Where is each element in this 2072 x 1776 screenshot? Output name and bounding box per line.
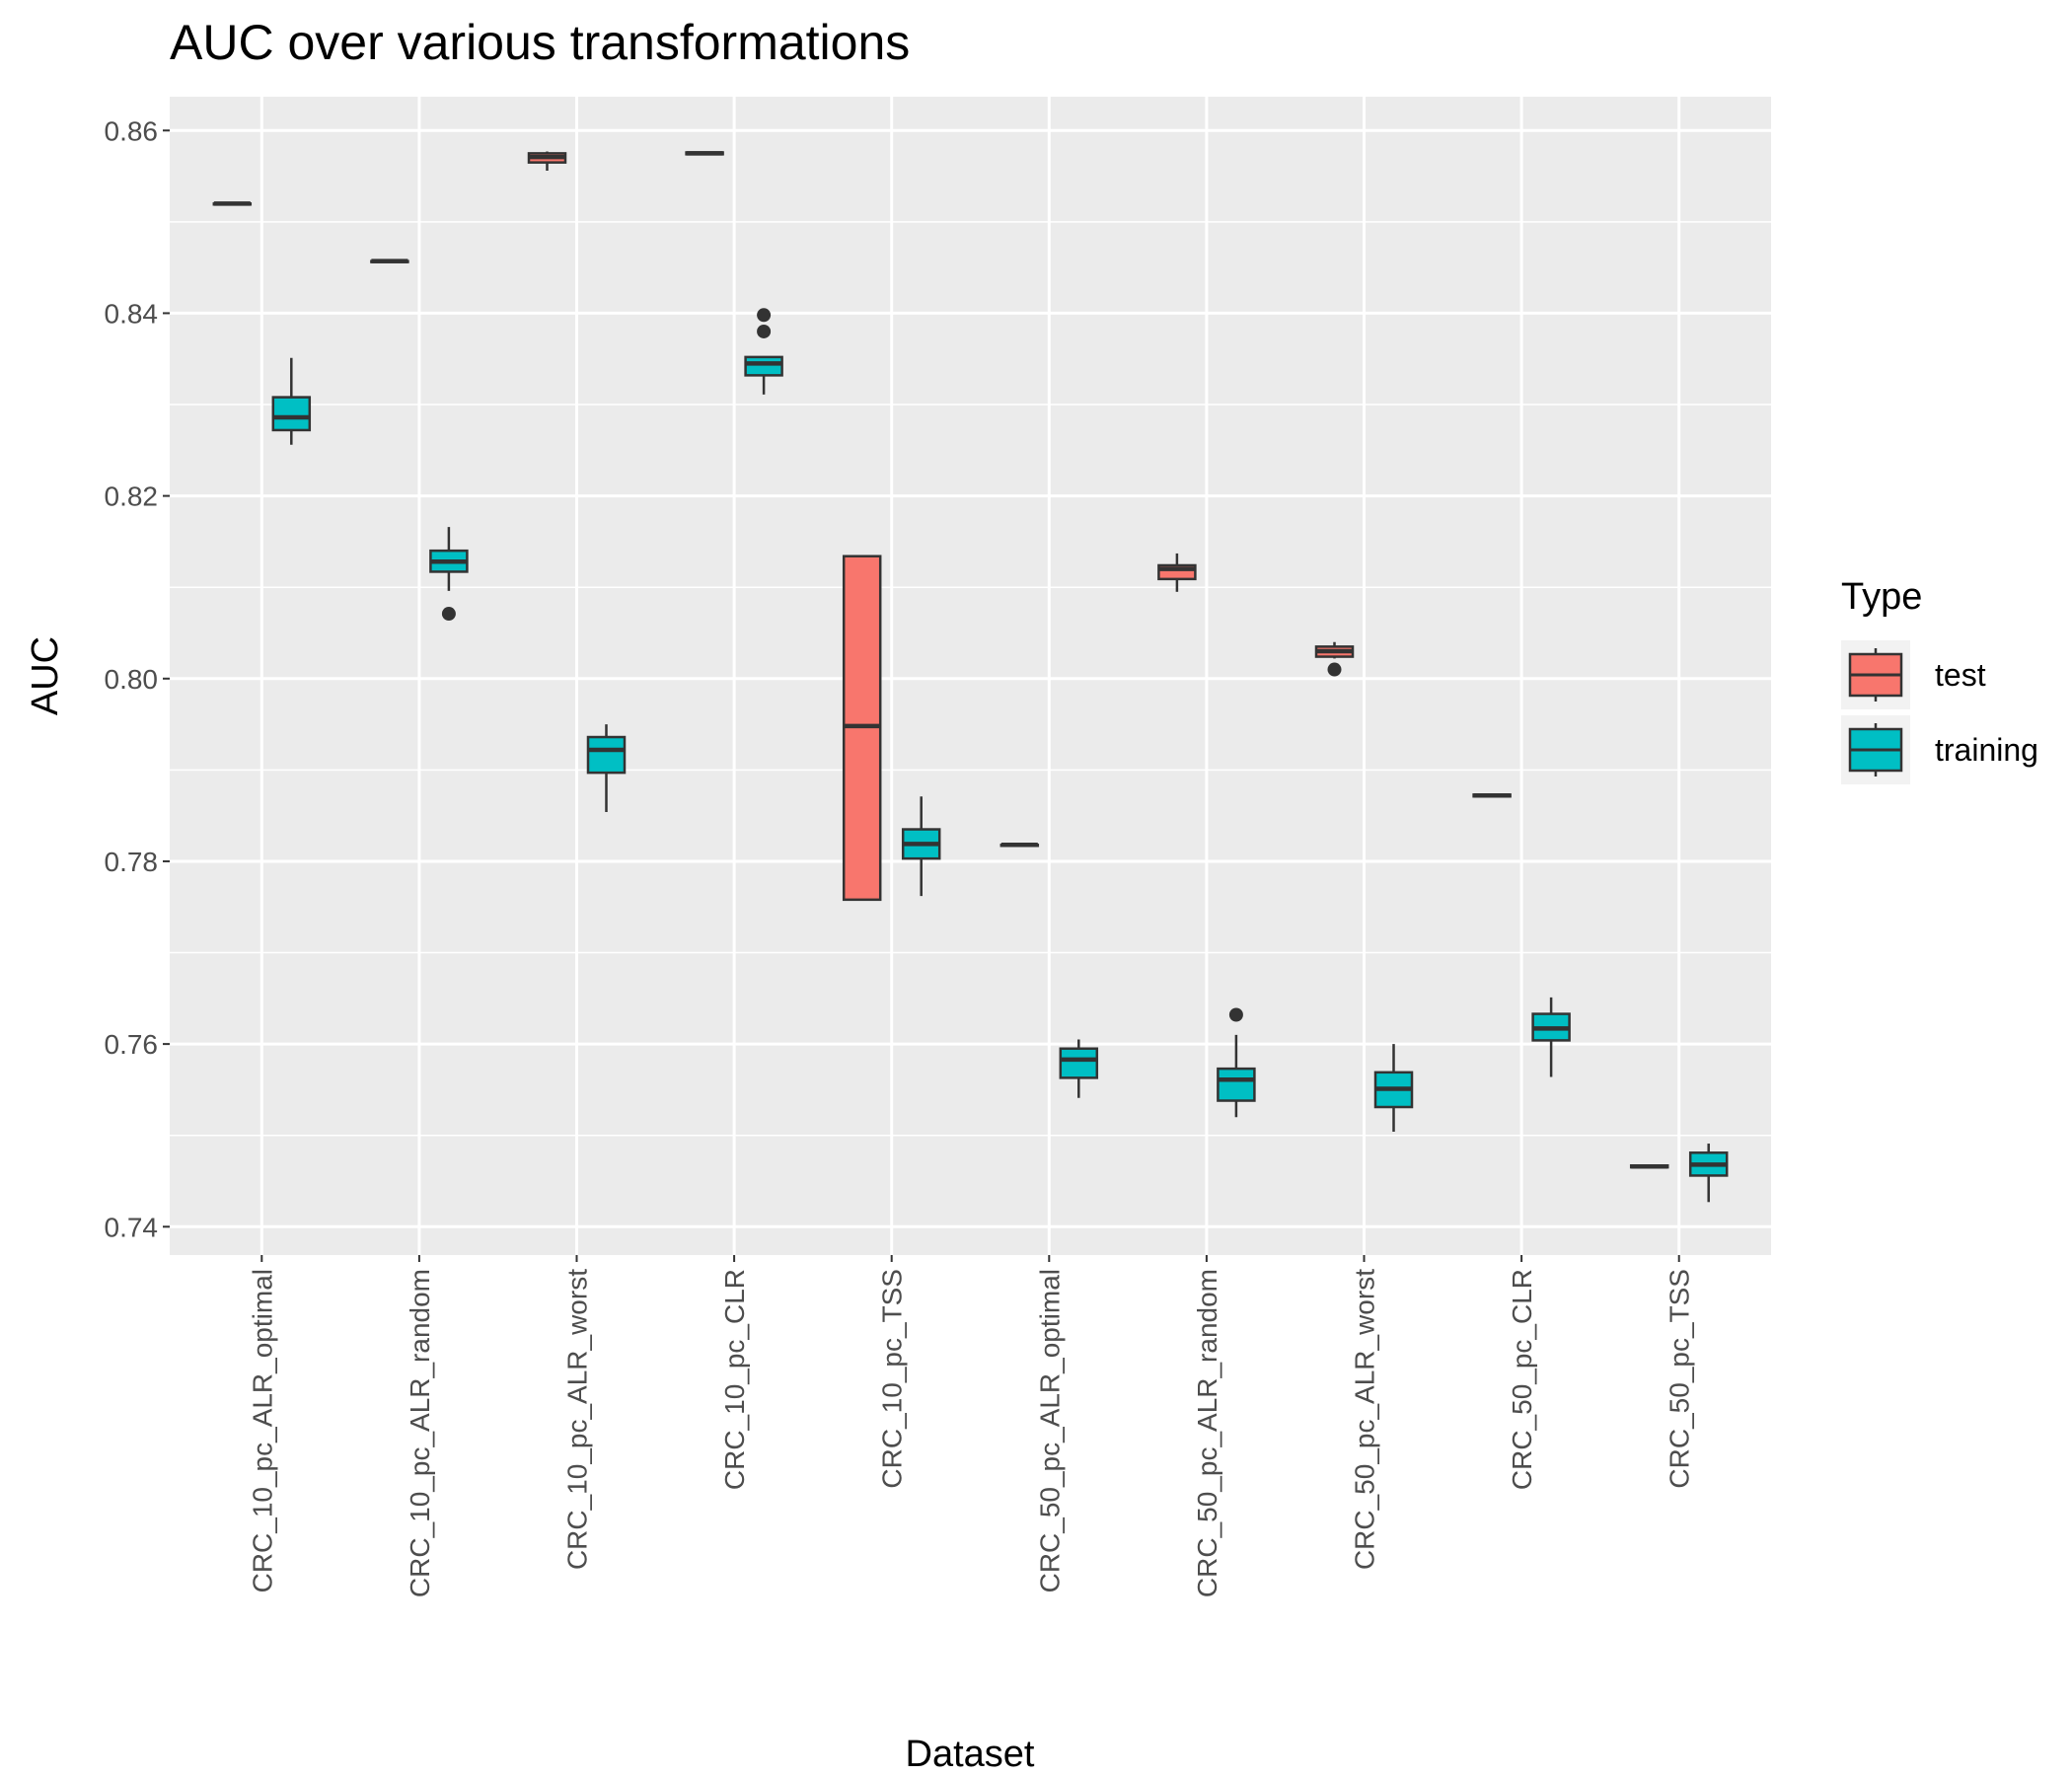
- x-axis-title: Dataset: [906, 1734, 1035, 1775]
- x-tick-label: CRC_10_pc_ALR_optimal: [247, 1269, 277, 1592]
- chart-title: AUC over various transformations: [170, 15, 910, 70]
- outlier: [441, 607, 456, 622]
- outlier: [1228, 1007, 1243, 1022]
- x-tick-label: CRC_10_pc_CLR: [719, 1269, 750, 1490]
- y-axis-title: AUC: [25, 636, 66, 715]
- y-tick-label: 0.78: [105, 847, 159, 877]
- y-tick-label: 0.86: [105, 115, 159, 146]
- y-tick-label: 0.76: [105, 1029, 159, 1060]
- outlier: [757, 324, 772, 338]
- plot-panel: [170, 97, 1771, 1255]
- outlier: [757, 308, 772, 323]
- x-tick-label: CRC_50_pc_CLR: [1507, 1269, 1537, 1490]
- x-tick-label: CRC_10_pc_ALR_random: [405, 1269, 435, 1597]
- box: [1217, 1067, 1256, 1102]
- legend-title: Type: [1841, 576, 1922, 618]
- box: [271, 396, 312, 432]
- outlier: [1327, 662, 1342, 677]
- x-tick-label: CRC_10_pc_TSS: [877, 1269, 908, 1489]
- x-tick-label: CRC_10_pc_ALR_worst: [562, 1269, 593, 1570]
- y-tick-label: 0.84: [105, 298, 159, 329]
- x-tick-label: CRC_50_pc_ALR_random: [1192, 1269, 1222, 1597]
- x-tick-label: CRC_50_pc_ALR_optimal: [1034, 1269, 1065, 1592]
- box: [586, 735, 627, 775]
- x-tick-label: CRC_50_pc_TSS: [1665, 1269, 1695, 1489]
- y-tick-label: 0.80: [105, 664, 159, 695]
- box: [1059, 1047, 1099, 1079]
- box: [744, 355, 783, 377]
- y-tick-label: 0.82: [105, 481, 159, 512]
- legend-label: training: [1935, 732, 2038, 768]
- legend-label: test: [1935, 657, 1986, 693]
- y-tick-label: 0.74: [105, 1212, 159, 1242]
- x-tick-label: CRC_50_pc_ALR_worst: [1350, 1269, 1380, 1570]
